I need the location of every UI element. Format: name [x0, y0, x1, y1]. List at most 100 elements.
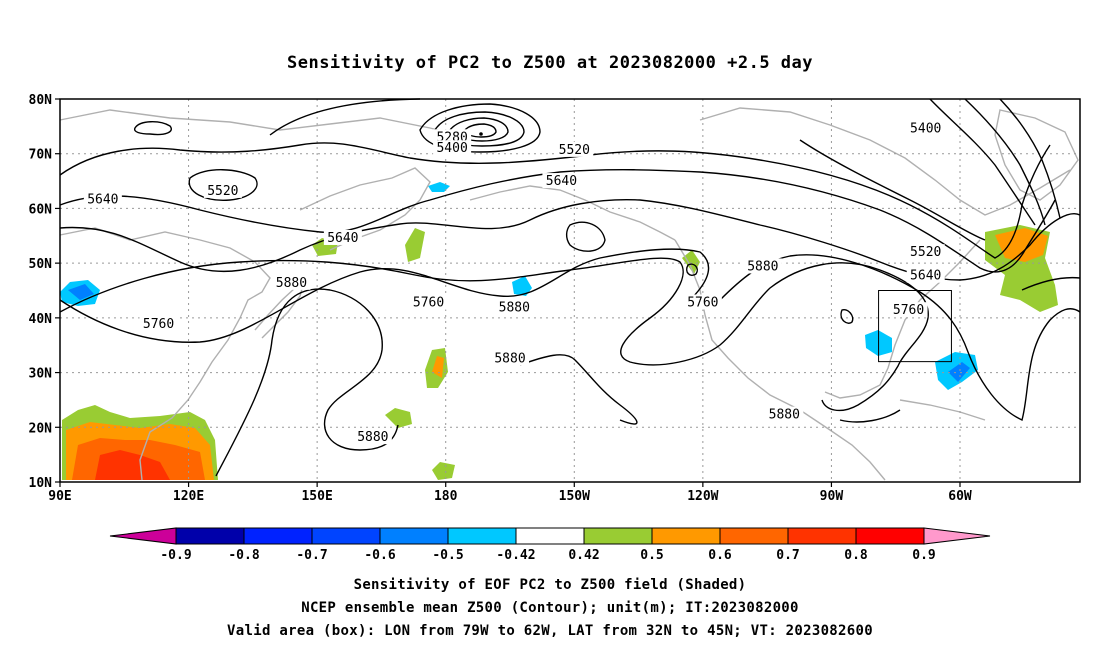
longitude-axis: 90E 120E 150E 180 150W 120W 90W 60W: [48, 482, 972, 504]
contour-label: 5400: [436, 141, 467, 156]
lon-tick-label: 120W: [687, 489, 718, 504]
colorbar-label: -0.7: [296, 548, 327, 563]
contour-label: 5880: [357, 430, 388, 445]
contour-label-bg: [906, 267, 945, 283]
contour-label: 5520: [559, 143, 590, 158]
lon-tick-label: 180: [434, 489, 458, 504]
colorbar-label: 0.8: [844, 548, 868, 563]
coastline-greenland: [994, 109, 1079, 201]
contour-5880-west-loop: [215, 288, 399, 477]
contour-5400-east: [799, 139, 986, 241]
contour-5400-north: [269, 98, 421, 136]
positive-sensitivity-small-2-core: [432, 356, 444, 378]
lat-tick-label: 40N: [29, 312, 53, 327]
colorbar-high-triangle: [923, 527, 991, 545]
colorbar-low-triangle: [109, 527, 177, 545]
contour-label: 5760: [687, 296, 718, 311]
contour-label: 5880: [276, 276, 307, 291]
colorbar-label: -0.5: [432, 548, 463, 563]
contour-labels: 5280540054005520552055205640564056405640…: [83, 120, 945, 445]
figure-title: Sensitivity of PC2 to Z500 at 2023082000…: [287, 53, 813, 73]
lon-tick-label: 60W: [948, 489, 972, 504]
positive-sensitivity-small-6: [682, 250, 700, 274]
contour-small-loop-nw: [133, 121, 172, 136]
coastline-caribbean: [899, 399, 986, 421]
contour-label-bg: [323, 229, 362, 245]
contour-5400-atlantic-ne-2: [964, 98, 1046, 226]
positive-sensitivity-small-1: [405, 228, 425, 262]
positive-sensitivity-atlantic-core: [995, 228, 1048, 262]
colorbar-label: -0.42: [496, 548, 535, 563]
valid-area-box: [878, 290, 952, 363]
contour-label: 5880: [494, 351, 525, 366]
contour-label: 5640: [327, 231, 358, 246]
contour-5400-main: [59, 142, 1051, 259]
contour-5880-main: [59, 257, 929, 412]
negative-sensitivity-pacific: [512, 276, 532, 296]
colorbar-swatch: [787, 527, 857, 545]
lat-tick-label: 20N: [29, 421, 53, 436]
contour-label: 5760: [143, 317, 174, 332]
coastlines: [59, 107, 1079, 481]
contour-label: 5640: [87, 193, 118, 208]
colorbar-label: -0.6: [364, 548, 395, 563]
colorbar-swatch: [651, 527, 721, 545]
contour-5640-main: [59, 198, 1081, 281]
lon-tick-label: 120E: [173, 489, 204, 504]
negative-sensitivity-arctic: [428, 182, 450, 192]
contour-5760-small-loop: [686, 263, 698, 276]
contour-label: 5400: [910, 122, 941, 137]
coastline-north-america-east: [824, 239, 981, 399]
negative-sensitivity-west-core: [68, 284, 94, 300]
caption-valid-area: Valid area (box): LON from 79W to 62W, L…: [227, 623, 873, 639]
contour-label-bg: [906, 120, 945, 136]
contour-label-bg: [139, 315, 178, 331]
contour-label-bg: [889, 302, 928, 318]
coastline-siberia: [59, 109, 471, 139]
colorbar-swatch: [311, 527, 381, 545]
colorbar-label: -0.9: [160, 548, 191, 563]
contour-label: 5640: [546, 174, 577, 189]
shaded-sensitivity: [60, 182, 1058, 480]
map-frame: [59, 98, 1081, 483]
contour-5400-atlantic-ne: [929, 98, 1036, 226]
contour-label: 5880: [499, 300, 530, 315]
positive-sensitivity-small-4: [432, 462, 455, 480]
positive-sensitivity-small-3: [385, 408, 412, 428]
colorbar-swatch: [175, 527, 245, 545]
contour-5280-ring-4: [463, 123, 497, 138]
contour-label-bg: [555, 141, 594, 157]
colorbar-label: 0.42: [568, 548, 599, 563]
contour-label-bg: [353, 429, 392, 445]
contour-label-bg: [272, 274, 311, 290]
coastline-kamchatka: [299, 167, 431, 251]
lat-tick-label: 50N: [29, 257, 53, 272]
contour-5640-small-loop: [565, 221, 606, 252]
lon-tick-label: 150E: [301, 489, 332, 504]
contour-label-bg: [765, 406, 804, 422]
contour-label: 5520: [207, 184, 238, 199]
colorbar-swatch: [515, 527, 585, 545]
map-panel: 5280540054005520552055205640564056405640…: [29, 93, 1081, 504]
caption-shading: Sensitivity of EOF PC2 to Z500 field (Sh…: [354, 577, 747, 593]
coastline-east-asia: [59, 227, 271, 481]
latitude-axis: 80N 70N 60N 50N 40N 30N 20N 10N: [29, 93, 60, 491]
colorbar: -0.9 -0.8 -0.7 -0.6 -0.5 -0.42 0.42 0.5 0.6 0.7 0.…: [109, 527, 991, 563]
contour-label-bg: [83, 191, 122, 207]
lat-tick-label: 30N: [29, 367, 53, 382]
contour-5880-pacific: [519, 354, 638, 425]
coastline-north-america-west: [674, 239, 886, 481]
contour-label-bg: [683, 294, 722, 310]
lat-tick-label: 10N: [29, 476, 53, 491]
contour-label: 5520: [910, 245, 941, 260]
contour-label: 5880: [769, 408, 800, 423]
colorbar-swatch: [243, 527, 313, 545]
contour-5880-atlantic: [839, 409, 901, 423]
contour-label: 5640: [910, 269, 941, 284]
contour-label: 5760: [893, 303, 924, 318]
lat-tick-label: 60N: [29, 202, 53, 217]
lon-tick-label: 90E: [48, 489, 71, 504]
lat-tick-label: 70N: [29, 148, 53, 163]
colorbar-swatch: [379, 527, 449, 545]
contour-5640-atlantic-east: [1021, 276, 1081, 291]
